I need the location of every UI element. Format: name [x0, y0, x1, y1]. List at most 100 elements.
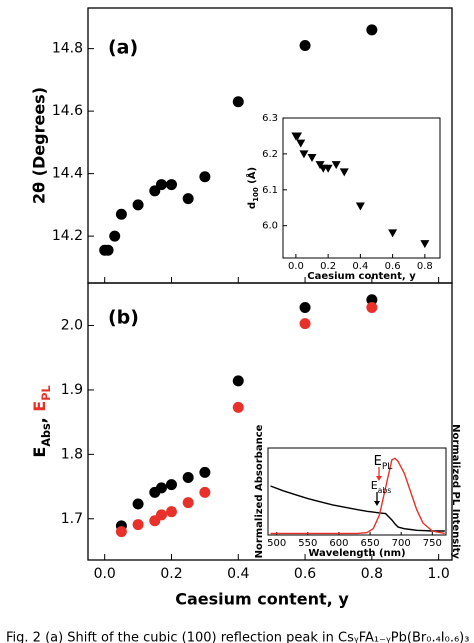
y-label-part: Abs: [40, 423, 53, 447]
y-tick-label: 14.4: [52, 166, 83, 182]
y-label-part: E: [30, 447, 49, 458]
marker: [155, 179, 167, 191]
marker: [199, 171, 211, 183]
y-label-part: ,: [30, 412, 49, 424]
panel: 1.7 1.8 1.9 2.0 0.0 0.2 0.4 0.6 0.8 1.0 (b) Caesium…: [30, 282, 453, 609]
y-tick-label: 14.8: [52, 41, 83, 57]
line: [270, 485, 445, 532]
marker: [299, 301, 311, 313]
marker: [299, 150, 309, 159]
line: [270, 457, 445, 535]
marker: [366, 24, 378, 36]
y-label-part: PL: [40, 385, 53, 400]
x-axis-label: Wavelength (nm): [308, 548, 405, 559]
annotation-sub: abs: [378, 486, 392, 495]
x-tick-label: 0.4: [352, 261, 368, 272]
x-tick-label: 550: [298, 538, 317, 549]
marker: [109, 230, 121, 242]
x-tick-label: 0.2: [160, 566, 182, 582]
marker: [165, 179, 177, 191]
marker: [355, 202, 365, 211]
marker: [182, 472, 194, 484]
marker: [388, 229, 398, 238]
marker: [155, 482, 167, 494]
annotation-text: E: [371, 479, 378, 492]
marker: [323, 164, 333, 173]
panel-label: (b): [108, 307, 139, 329]
annotation: EPL: [374, 454, 394, 472]
x-tick-label: 0.8: [417, 261, 433, 272]
annotation: Eabs: [371, 479, 392, 495]
marker: [296, 139, 306, 148]
y-label-part: d: [247, 202, 258, 209]
y-tick-label: 1.7: [61, 511, 83, 527]
marker: [115, 526, 127, 538]
x-tick-label: 500: [267, 538, 286, 549]
y-axis-label: EAbs, EPL: [30, 385, 53, 457]
marker: [199, 486, 211, 498]
y2-axis-label: Normalized PL Intensity: [450, 424, 461, 559]
x-tick-label: 750: [423, 538, 442, 549]
annotation-sub: PL: [382, 462, 393, 472]
marker: [420, 240, 430, 249]
annotation-arrowhead: [376, 476, 382, 481]
y-tick-label: 6.2: [262, 149, 278, 160]
marker: [299, 318, 311, 330]
plot-frame: [87, 7, 453, 284]
marker: [366, 294, 378, 306]
marker: [165, 506, 177, 518]
panel-label: (a): [108, 37, 138, 59]
x-tick-label: 0.2: [320, 261, 336, 272]
marker: [299, 40, 311, 51]
x-tick-label: 0.0: [94, 566, 116, 582]
annotation-text: E: [374, 454, 382, 469]
plot-frame: [87, 282, 453, 561]
marker: [132, 519, 144, 531]
y-axis-label: d100 (Å): [245, 167, 260, 209]
marker: [293, 132, 303, 141]
caption: Fig. 2 (a) Shift of the cubic (100) refl…: [6, 631, 469, 643]
plot-frame: [267, 447, 447, 536]
y-label-part: 100: [252, 187, 260, 202]
panel: 500 550 600 650 700 750 Wavelength (nm) Normali…: [254, 424, 461, 559]
x-tick-label: 0.0: [288, 261, 304, 272]
annotation-arrowhead: [374, 501, 380, 506]
y-tick-label: 6.1: [262, 185, 278, 196]
marker: [232, 401, 244, 413]
marker: [339, 168, 349, 177]
x-tick-label: 0.6: [294, 566, 316, 582]
y-tick-label: 14.2: [52, 228, 83, 244]
marker: [232, 375, 244, 387]
x-axis-label: Caesium content, y: [307, 271, 416, 282]
marker: [182, 497, 194, 509]
x-tick-label: 650: [361, 538, 380, 549]
y-tick-label: 1.9: [61, 382, 83, 398]
marker: [132, 199, 144, 211]
x-tick-label: 700: [392, 538, 411, 549]
y-axis-label: 2θ (Degrees): [30, 87, 49, 204]
x-axis-label: Caesium content, y: [175, 590, 349, 609]
marker: [366, 301, 378, 313]
panel: 14.2 14.4 14.6 14.8 (a) 2θ (Degrees): [30, 7, 453, 284]
marker: [331, 161, 341, 170]
marker: [165, 479, 177, 491]
x-tick-label: 0.8: [361, 566, 383, 582]
y-label-part: (Å): [245, 167, 258, 187]
plot-frame: [282, 117, 441, 259]
x-tick-label: 0.6: [385, 261, 401, 272]
marker: [132, 498, 144, 510]
x-tick-label: 600: [329, 538, 348, 549]
marker: [102, 244, 114, 256]
marker: [199, 466, 211, 478]
y-label-part: E: [30, 401, 49, 412]
marker: [307, 153, 317, 162]
y-tick-label: 6.3: [262, 113, 278, 124]
y-axis-label: Normalized Absorbance: [254, 424, 265, 558]
x-tick-label: 1.0: [428, 566, 450, 582]
y-tick-label: 14.6: [52, 103, 83, 119]
marker: [115, 208, 127, 220]
y-tick-label: 1.8: [61, 446, 83, 462]
marker: [182, 193, 194, 205]
